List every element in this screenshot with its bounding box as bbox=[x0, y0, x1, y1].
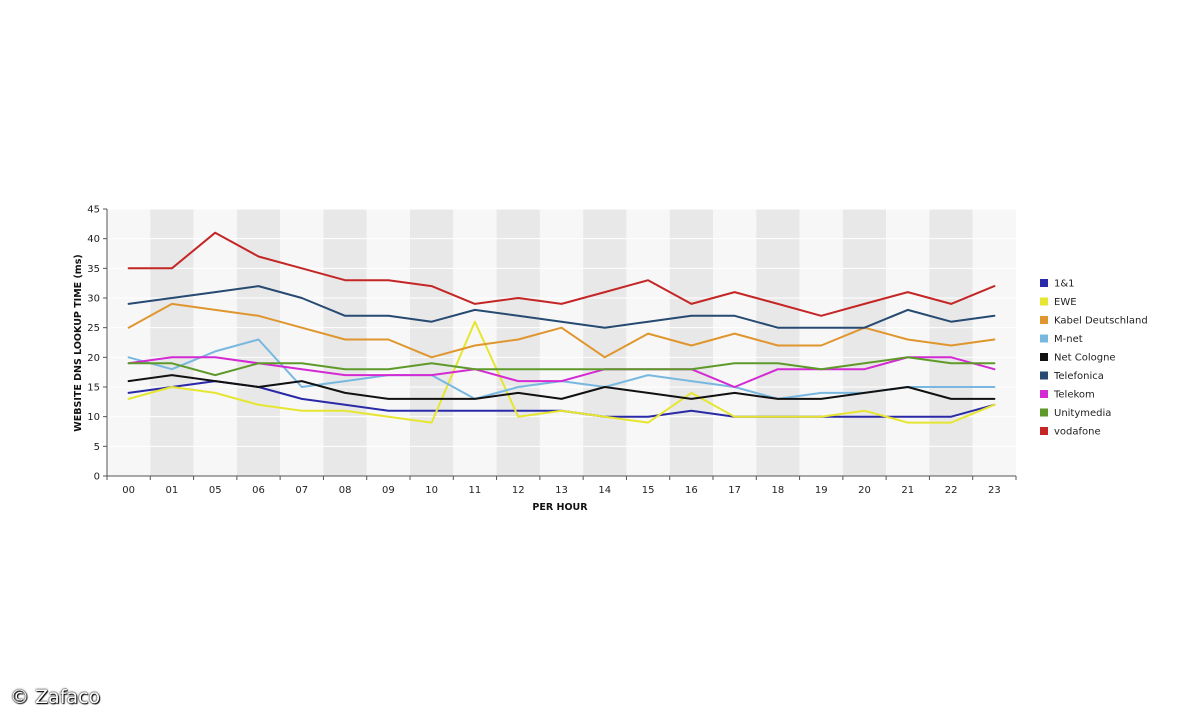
x-tick-label: 20 bbox=[858, 485, 871, 496]
column-band bbox=[669, 209, 713, 476]
x-tick-label: 06 bbox=[252, 485, 265, 496]
x-tick-label: 14 bbox=[598, 485, 611, 496]
column-band bbox=[107, 209, 151, 476]
column-band bbox=[150, 209, 194, 476]
x-tick-label: 09 bbox=[382, 485, 395, 496]
x-tick-label: 23 bbox=[988, 485, 1001, 496]
y-tick-label: 20 bbox=[87, 353, 100, 364]
legend-swatch bbox=[1040, 408, 1048, 417]
column-band bbox=[280, 209, 324, 476]
x-tick-label: 05 bbox=[209, 485, 222, 496]
column-band bbox=[756, 209, 800, 476]
x-tick-label: 00 bbox=[122, 485, 135, 496]
legend-label: EWE bbox=[1054, 297, 1077, 308]
legend-swatch bbox=[1040, 297, 1048, 306]
x-tick-label: 08 bbox=[339, 485, 352, 496]
y-tick-label: 0 bbox=[94, 472, 100, 483]
x-tick-label: 07 bbox=[295, 485, 308, 496]
legend-swatch bbox=[1040, 334, 1048, 343]
series-line-unitymedia bbox=[127, 356, 996, 377]
x-tick-label: 21 bbox=[901, 485, 914, 496]
x-tick-label: 19 bbox=[815, 485, 828, 496]
legend-swatch bbox=[1040, 353, 1048, 361]
legend-label: Unitymedia bbox=[1054, 408, 1111, 419]
legend-label: Telekom bbox=[1053, 390, 1095, 401]
y-tick-label: 45 bbox=[87, 205, 100, 216]
legend-swatch bbox=[1040, 279, 1048, 287]
series-line-vodafone bbox=[127, 231, 996, 317]
x-tick-label: 16 bbox=[685, 485, 698, 496]
x-tick-label: 11 bbox=[469, 485, 482, 496]
series-line-telefonica bbox=[127, 285, 996, 329]
column-band bbox=[842, 209, 887, 476]
x-tick-label: 22 bbox=[945, 485, 958, 496]
series-line-kabel-deutschland bbox=[127, 302, 996, 359]
legend-label: Kabel Deutschland bbox=[1054, 316, 1148, 327]
y-tick-label: 40 bbox=[87, 234, 100, 245]
column-band bbox=[583, 209, 627, 476]
column-band bbox=[799, 209, 843, 476]
column-band bbox=[366, 209, 410, 476]
y-tick-label: 5 bbox=[94, 442, 100, 453]
series-lines bbox=[127, 231, 996, 424]
x-tick-label: 17 bbox=[728, 485, 741, 496]
x-tick-label: 18 bbox=[772, 485, 785, 496]
y-tick-label: 10 bbox=[87, 412, 100, 423]
x-tick-label: 01 bbox=[166, 485, 179, 496]
column-band bbox=[713, 209, 757, 476]
legend-swatch bbox=[1040, 427, 1048, 435]
x-tick-label: 15 bbox=[642, 485, 655, 496]
x-axis-title: PER HOUR bbox=[532, 502, 588, 513]
y-axis-title: WEBSITE DNS LOOKUP TIME (ms) bbox=[73, 254, 84, 431]
series-line-telekom bbox=[127, 356, 996, 388]
legend-label: Net Cologne bbox=[1054, 353, 1116, 364]
legend-label: 1&1 bbox=[1054, 279, 1075, 290]
legend-label: Telefonica bbox=[1053, 371, 1104, 382]
column-band bbox=[323, 209, 367, 476]
legend-swatch bbox=[1040, 390, 1048, 398]
column-band bbox=[193, 209, 237, 476]
plot-background bbox=[107, 209, 1016, 476]
y-tick-label: 25 bbox=[87, 323, 100, 334]
y-tick-label: 30 bbox=[87, 294, 100, 305]
series-line-net-cologne bbox=[127, 374, 996, 400]
legend-swatch bbox=[1040, 371, 1048, 380]
column-band bbox=[410, 209, 454, 476]
x-tick-label: 10 bbox=[425, 485, 438, 496]
y-tick-label: 15 bbox=[87, 383, 100, 394]
watermark-text: © Zafaco bbox=[10, 686, 101, 708]
series-line-ewe bbox=[127, 320, 996, 424]
legend: 1&1 EWE Kabel Deutschland M-net Net Cologne T… bbox=[1040, 279, 1148, 438]
column-band bbox=[539, 209, 584, 476]
y-tick-label: 35 bbox=[87, 264, 100, 275]
x-tick-label: 13 bbox=[555, 485, 568, 496]
legend-swatch bbox=[1040, 316, 1048, 324]
legend-label: M-net bbox=[1054, 334, 1083, 345]
x-tick-label: 12 bbox=[512, 485, 525, 496]
legend-label: vodafone bbox=[1054, 427, 1101, 438]
